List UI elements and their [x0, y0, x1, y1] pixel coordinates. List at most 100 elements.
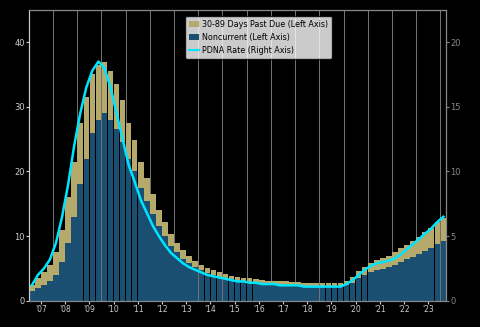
Bar: [320, 284, 325, 286]
Bar: [199, 265, 204, 270]
Bar: [392, 252, 398, 265]
Bar: [235, 281, 240, 301]
Bar: [41, 285, 47, 301]
Bar: [253, 283, 259, 301]
Bar: [192, 267, 198, 301]
Bar: [410, 257, 416, 301]
Bar: [259, 284, 264, 301]
Bar: [168, 246, 174, 301]
Bar: [60, 262, 65, 301]
Bar: [174, 243, 180, 252]
Bar: [325, 284, 331, 286]
Bar: [216, 272, 222, 277]
Legend: 30-89 Days Past Due (Left Axis), Noncurrent (Left Axis), PDNA Rate (Right Axis): 30-89 Days Past Due (Left Axis), Noncurr…: [185, 16, 332, 59]
Bar: [199, 270, 204, 301]
Bar: [283, 282, 289, 285]
Bar: [223, 278, 228, 301]
Bar: [392, 265, 398, 301]
Bar: [247, 282, 252, 301]
Bar: [422, 251, 428, 301]
Bar: [362, 267, 368, 275]
Bar: [368, 263, 373, 272]
Bar: [259, 280, 264, 284]
Bar: [96, 120, 101, 301]
Bar: [132, 141, 137, 171]
Bar: [374, 260, 380, 270]
Bar: [162, 222, 168, 236]
Bar: [211, 270, 216, 275]
Bar: [47, 282, 53, 301]
Bar: [192, 261, 198, 267]
Bar: [144, 178, 150, 200]
Bar: [356, 271, 361, 278]
Bar: [289, 285, 295, 301]
Bar: [132, 171, 137, 301]
Bar: [271, 281, 276, 284]
Bar: [277, 282, 283, 285]
Bar: [332, 286, 337, 301]
Bar: [120, 100, 125, 142]
Bar: [168, 234, 174, 246]
Bar: [138, 162, 144, 188]
Bar: [295, 282, 301, 285]
Bar: [386, 256, 392, 267]
Bar: [114, 129, 120, 301]
Bar: [434, 244, 440, 301]
Bar: [150, 214, 156, 301]
Bar: [229, 276, 234, 280]
Bar: [120, 142, 125, 301]
Bar: [301, 286, 307, 301]
Bar: [216, 277, 222, 301]
Bar: [223, 274, 228, 278]
Bar: [386, 267, 392, 301]
Bar: [150, 194, 156, 214]
Bar: [108, 120, 113, 301]
Bar: [308, 283, 313, 286]
Bar: [374, 270, 380, 301]
Bar: [174, 252, 180, 301]
Bar: [313, 286, 319, 301]
Bar: [102, 61, 107, 113]
Bar: [283, 285, 289, 301]
Bar: [35, 288, 41, 301]
Bar: [229, 280, 234, 301]
Bar: [295, 285, 301, 301]
Bar: [53, 252, 59, 275]
Bar: [47, 265, 53, 282]
Bar: [35, 278, 41, 288]
Bar: [60, 230, 65, 262]
Bar: [102, 113, 107, 301]
Bar: [241, 282, 246, 301]
Bar: [434, 222, 440, 244]
Bar: [156, 210, 162, 227]
Bar: [277, 285, 283, 301]
Bar: [65, 198, 71, 243]
Bar: [180, 250, 186, 259]
Bar: [404, 259, 410, 301]
Bar: [313, 283, 319, 286]
Bar: [29, 291, 35, 301]
Bar: [429, 248, 434, 301]
Bar: [247, 278, 252, 282]
Bar: [416, 254, 422, 301]
Bar: [344, 281, 349, 285]
Bar: [289, 282, 295, 285]
Bar: [96, 65, 101, 120]
Bar: [271, 284, 276, 301]
Bar: [138, 188, 144, 301]
Bar: [235, 277, 240, 281]
Bar: [429, 228, 434, 248]
Bar: [368, 272, 373, 301]
Bar: [404, 245, 410, 259]
Bar: [344, 285, 349, 301]
Bar: [77, 123, 83, 184]
Bar: [65, 243, 71, 301]
Bar: [253, 280, 259, 283]
Bar: [410, 241, 416, 257]
Bar: [350, 277, 355, 283]
Bar: [398, 262, 404, 301]
Bar: [308, 286, 313, 301]
Bar: [84, 159, 89, 301]
Bar: [53, 275, 59, 301]
Bar: [350, 283, 355, 301]
